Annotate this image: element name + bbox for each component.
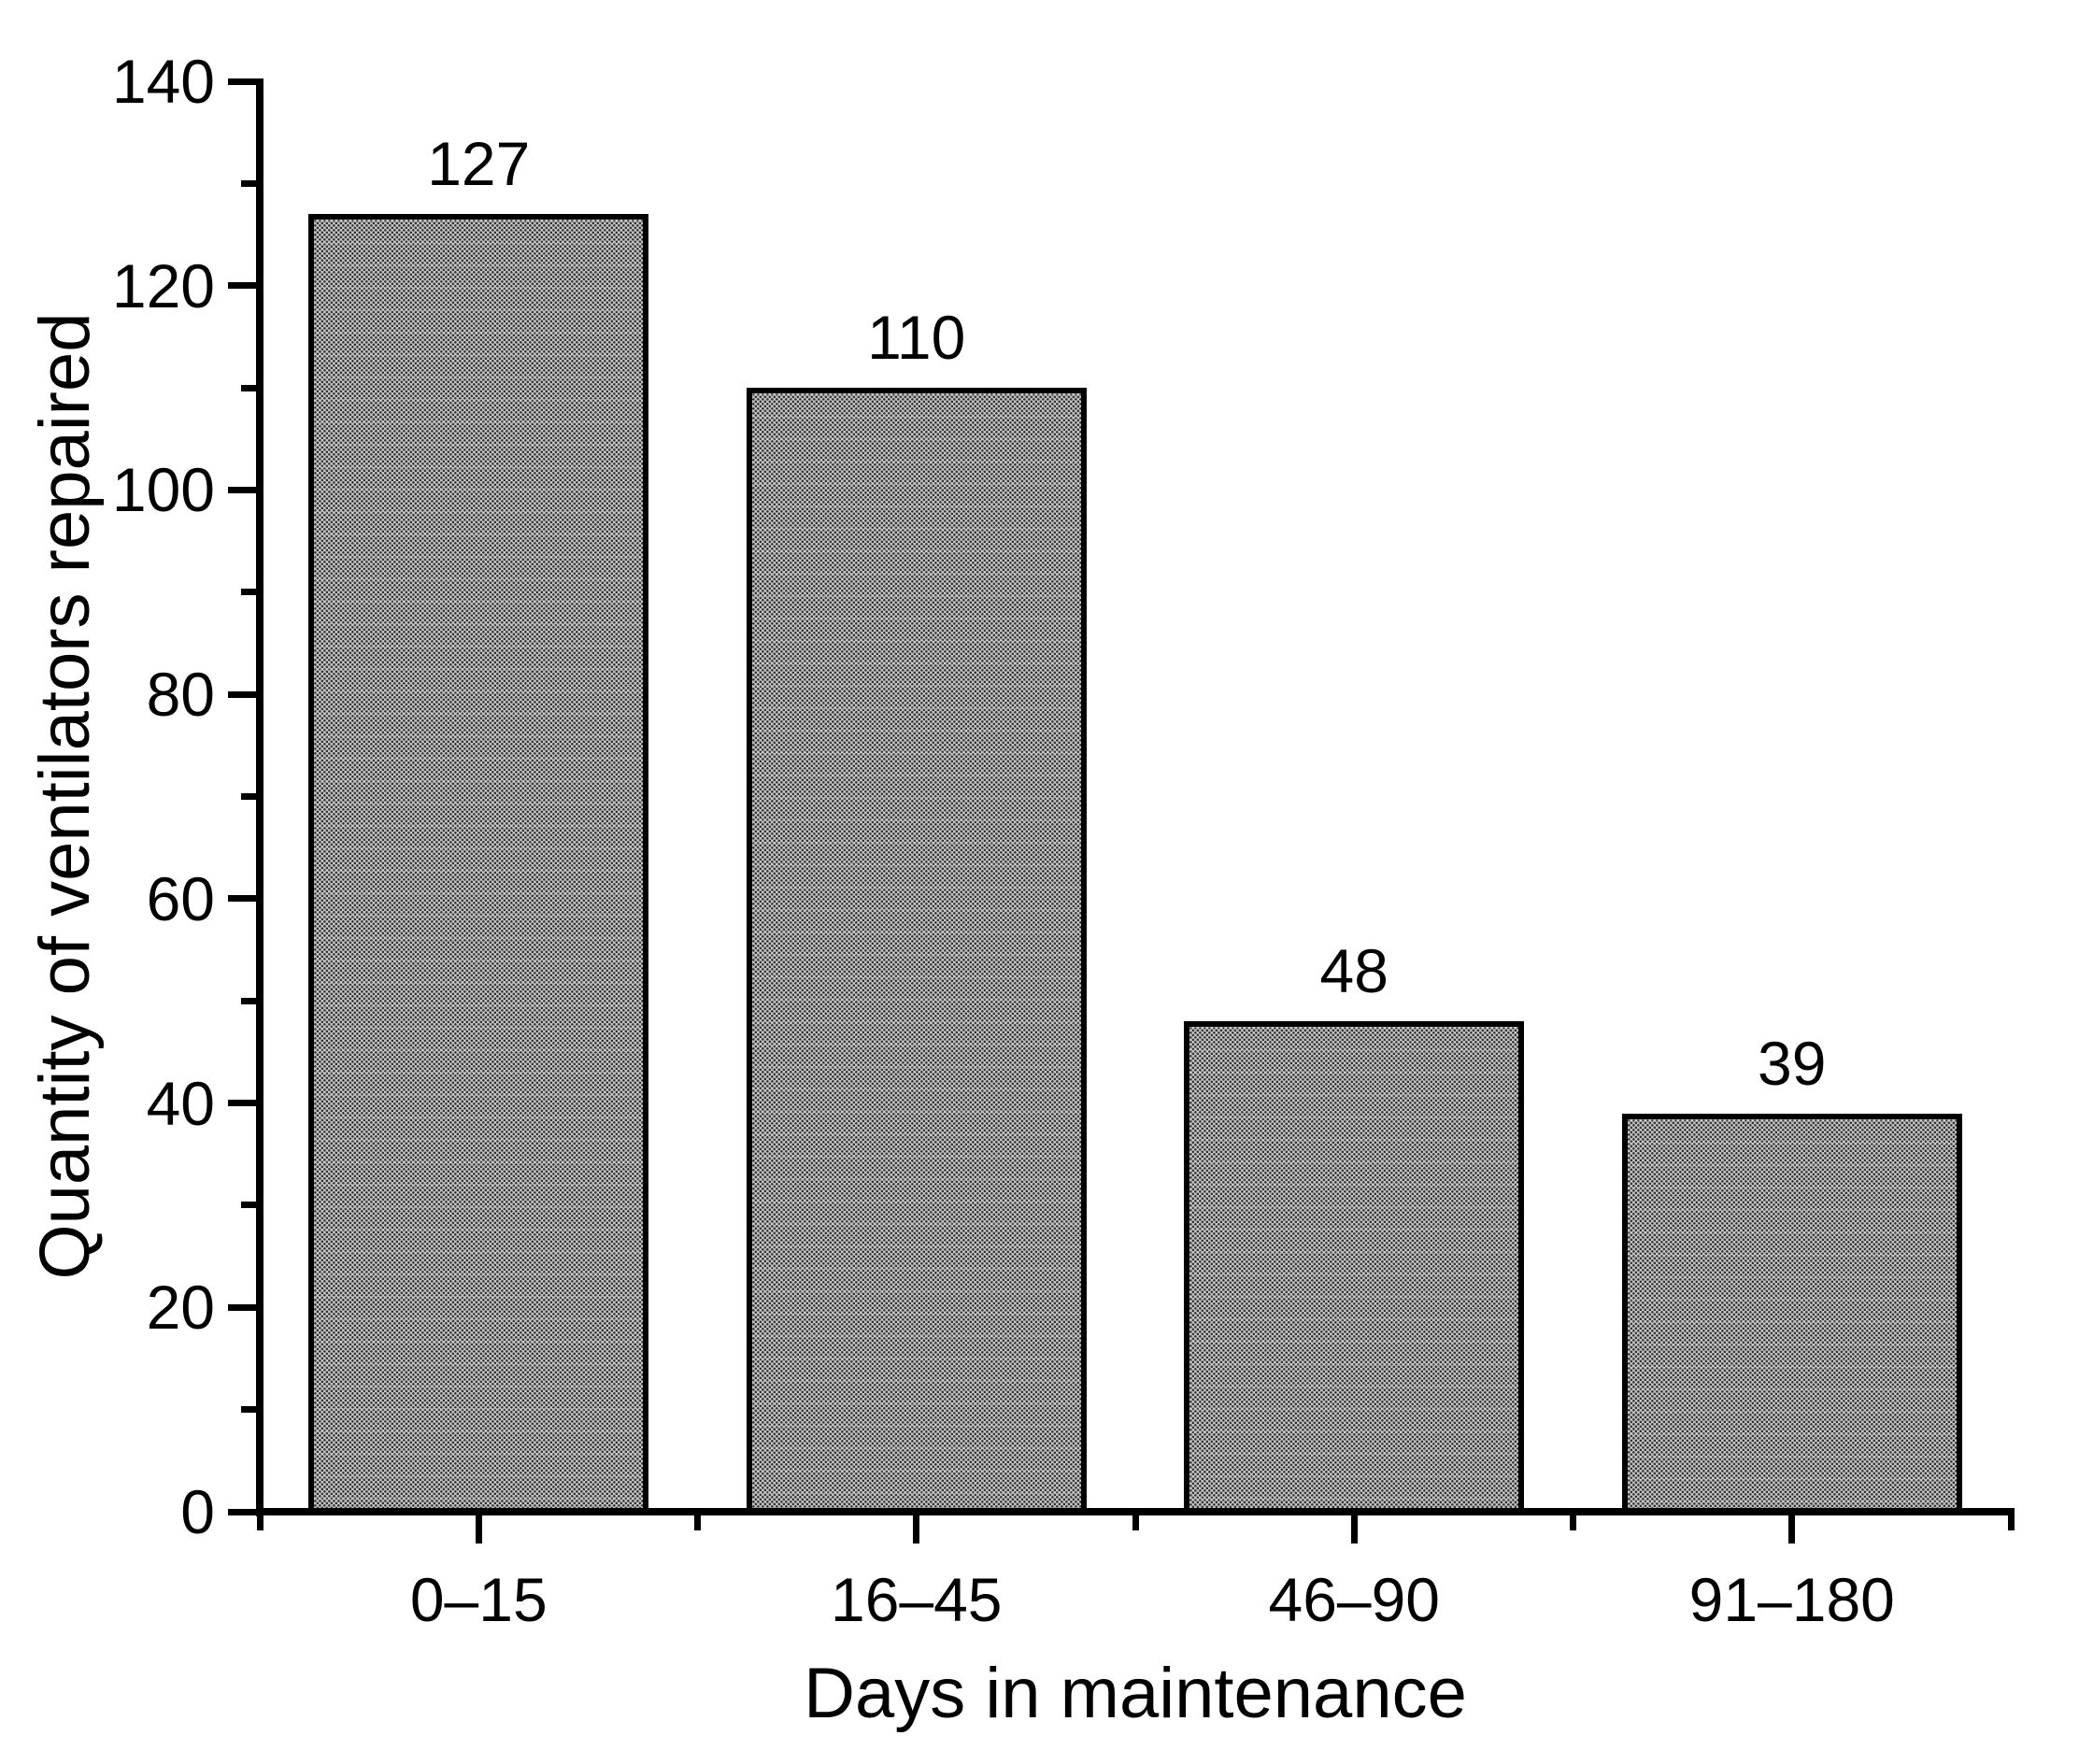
y-minor-tick xyxy=(241,179,256,187)
y-tick xyxy=(228,1508,256,1515)
x-minor-tick xyxy=(1132,1514,1139,1530)
y-tick xyxy=(228,282,256,290)
y-tick-label: 140 xyxy=(111,47,215,116)
x-minor-tick xyxy=(694,1514,701,1530)
y-minor-tick xyxy=(241,997,256,1004)
y-minor-tick xyxy=(241,793,256,800)
bar-value-label: 48 xyxy=(1319,936,1388,1006)
x-tick xyxy=(475,1514,482,1544)
y-tick xyxy=(228,78,256,85)
x-axis-line xyxy=(256,1508,2015,1515)
y-tick xyxy=(228,1303,256,1311)
y-tick-label: 120 xyxy=(111,250,215,320)
x-tick xyxy=(913,1514,920,1544)
x-tick-label: 91–180 xyxy=(1688,1565,1895,1634)
y-tick xyxy=(228,690,256,698)
y-tick-label: 20 xyxy=(146,1273,215,1343)
x-minor-tick xyxy=(256,1514,263,1530)
y-tick-label: 80 xyxy=(146,660,215,730)
y-axis-line xyxy=(256,78,263,1516)
y-minor-tick xyxy=(241,1202,256,1209)
y-tick xyxy=(228,486,256,493)
x-tick-label: 16–45 xyxy=(830,1565,1003,1634)
x-tick-label: 46–90 xyxy=(1268,1565,1441,1634)
x-tick xyxy=(1788,1514,1796,1544)
x-tick-label: 0–15 xyxy=(409,1565,548,1634)
y-tick-label: 60 xyxy=(146,863,215,933)
bar xyxy=(1621,1113,1962,1515)
x-minor-tick xyxy=(1570,1514,1576,1530)
y-tick-label: 100 xyxy=(111,455,215,525)
bar-value-label: 39 xyxy=(1758,1028,1827,1098)
bar xyxy=(308,214,649,1515)
y-tick xyxy=(228,895,256,903)
y-minor-tick xyxy=(241,384,256,391)
y-tick-label: 40 xyxy=(146,1068,215,1138)
y-minor-tick xyxy=(241,589,256,596)
bar-value-label: 127 xyxy=(427,129,531,199)
x-axis-title: Days in maintenance xyxy=(804,1654,1467,1733)
y-minor-tick xyxy=(241,1406,256,1414)
bar xyxy=(1184,1021,1525,1515)
y-tick-label: 0 xyxy=(180,1477,215,1546)
bar xyxy=(746,388,1087,1515)
x-tick xyxy=(1350,1514,1358,1544)
y-tick xyxy=(228,1100,256,1107)
bar-value-label: 110 xyxy=(867,303,966,373)
x-minor-tick xyxy=(2007,1514,2015,1530)
